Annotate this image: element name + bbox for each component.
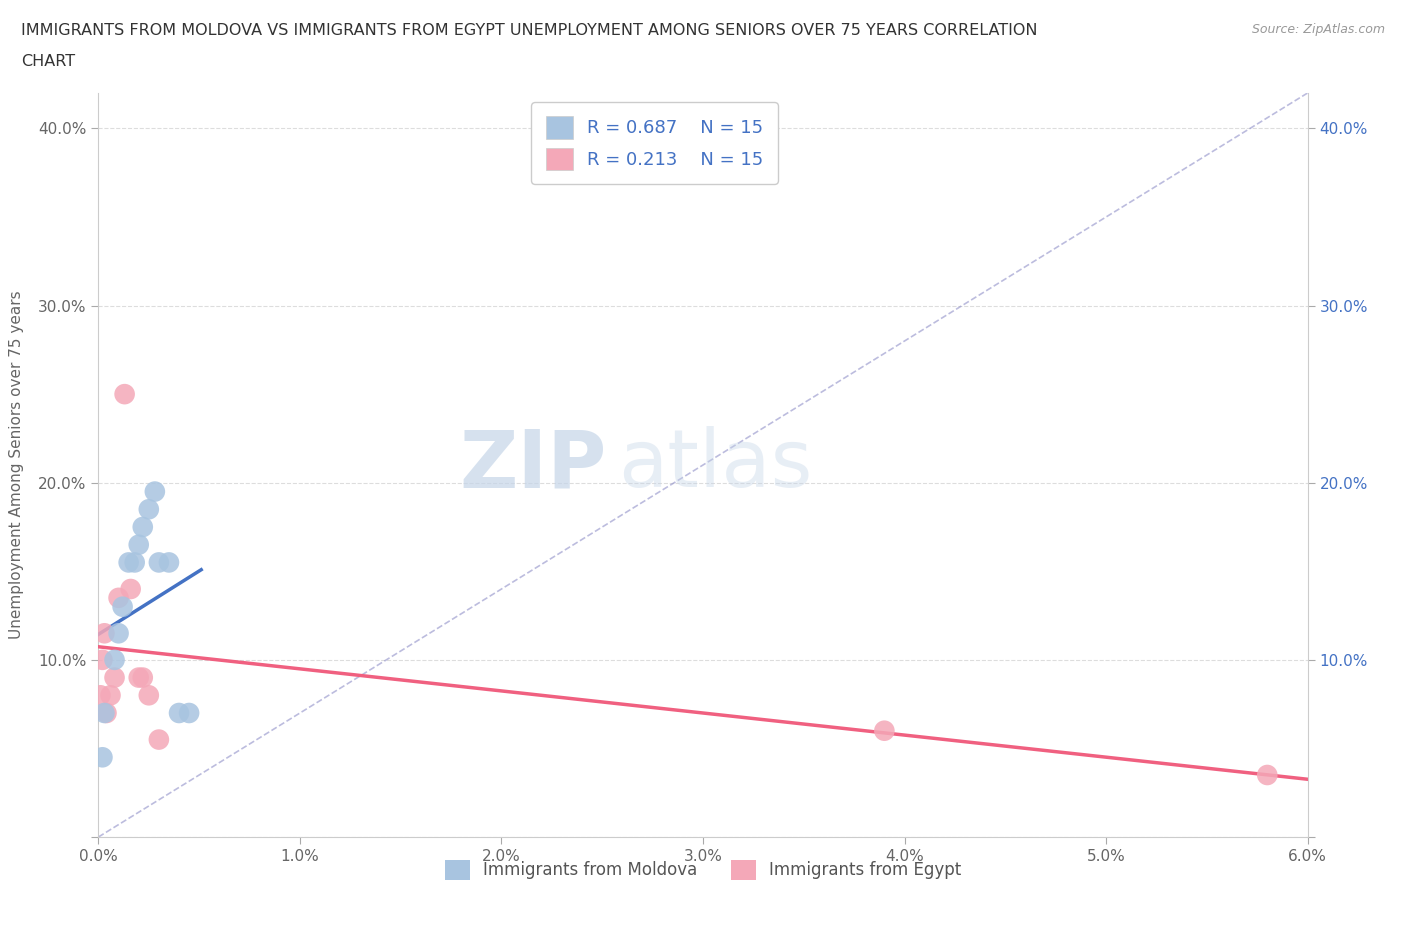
Point: [96, 706, 118, 721]
Point: [103, 653, 125, 668]
Point: [138, 502, 160, 517]
Y-axis label: Unemployment Among Seniors over 75 years: Unemployment Among Seniors over 75 years: [10, 291, 24, 639]
Point: [114, 387, 136, 402]
Point: [100, 688, 122, 703]
Point: [873, 724, 896, 738]
Point: [128, 538, 150, 552]
Point: [118, 555, 141, 570]
Point: [93, 626, 115, 641]
Legend: Immigrants from Moldova, Immigrants from Egypt: Immigrants from Moldova, Immigrants from…: [436, 851, 970, 888]
Point: [148, 732, 170, 747]
Text: CHART: CHART: [21, 54, 75, 69]
Point: [143, 485, 166, 499]
Point: [138, 688, 160, 703]
Point: [132, 520, 155, 535]
Text: Source: ZipAtlas.com: Source: ZipAtlas.com: [1251, 23, 1385, 36]
Point: [120, 581, 142, 596]
Text: IMMIGRANTS FROM MOLDOVA VS IMMIGRANTS FROM EGYPT UNEMPLOYMENT AMONG SENIORS OVER: IMMIGRANTS FROM MOLDOVA VS IMMIGRANTS FR…: [21, 23, 1038, 38]
Point: [148, 555, 170, 570]
Text: ZIP: ZIP: [458, 426, 606, 504]
Point: [132, 671, 155, 685]
Point: [111, 599, 134, 614]
Point: [93, 706, 115, 721]
Point: [103, 671, 125, 685]
Point: [157, 555, 180, 570]
Point: [128, 671, 150, 685]
Point: [91, 750, 114, 764]
Point: [91, 653, 114, 668]
Point: [167, 706, 190, 721]
Point: [124, 555, 146, 570]
Text: atlas: atlas: [619, 426, 813, 504]
Point: [1256, 767, 1278, 782]
Point: [89, 688, 111, 703]
Point: [107, 626, 129, 641]
Point: [107, 591, 129, 605]
Point: [179, 706, 201, 721]
